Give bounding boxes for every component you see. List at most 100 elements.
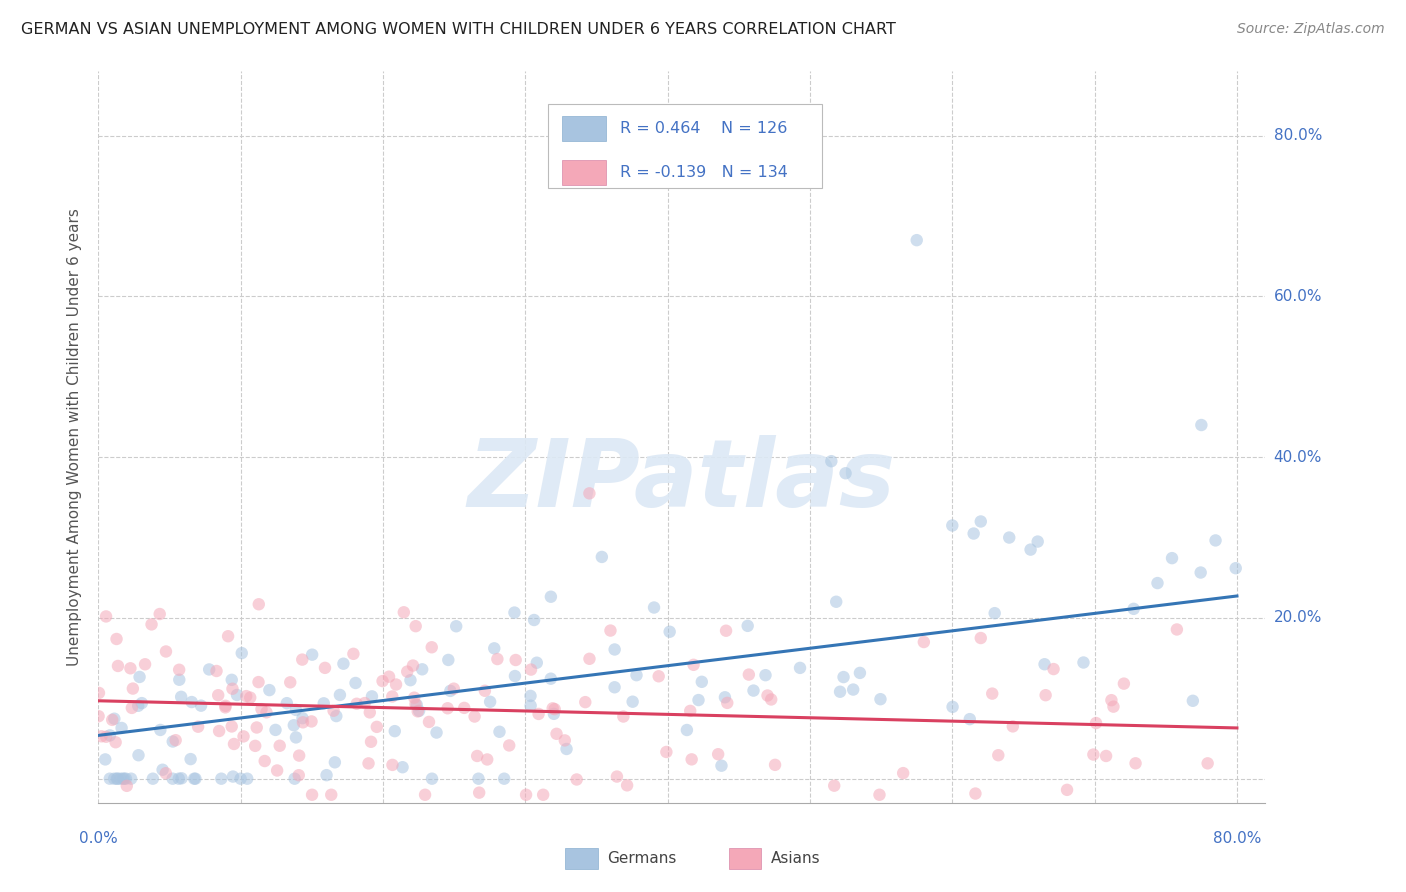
Point	[515, 788, 537, 802]
Point	[167, 772, 190, 786]
Point	[505, 653, 527, 667]
Point	[321, 788, 343, 802]
Point	[503, 669, 526, 683]
Point	[1146, 576, 1168, 591]
Point	[104, 735, 127, 749]
Point	[301, 788, 323, 802]
Point	[98, 728, 121, 742]
Point	[436, 701, 458, 715]
Point	[763, 757, 786, 772]
Point	[235, 689, 257, 703]
Text: ZIPatlas: ZIPatlas	[468, 435, 896, 527]
Point	[626, 668, 648, 682]
Point	[828, 684, 851, 698]
Point	[167, 663, 190, 677]
Point	[190, 698, 212, 713]
Point	[681, 752, 703, 766]
Point	[121, 701, 143, 715]
FancyBboxPatch shape	[728, 848, 761, 869]
Point	[325, 709, 347, 723]
Point	[291, 715, 314, 730]
Point	[603, 680, 626, 694]
Text: 60.0%: 60.0%	[1274, 289, 1322, 304]
Point	[396, 665, 419, 679]
Point	[221, 673, 243, 687]
Point	[332, 657, 354, 671]
Point	[1189, 566, 1212, 580]
Text: 80.0%: 80.0%	[1274, 128, 1322, 143]
Point	[439, 684, 461, 698]
Point	[127, 698, 149, 713]
Point	[208, 724, 231, 739]
Point	[314, 661, 336, 675]
FancyBboxPatch shape	[565, 848, 598, 869]
Point	[291, 652, 314, 666]
Point	[399, 673, 422, 688]
Point	[288, 748, 311, 763]
Text: Asians: Asians	[770, 851, 820, 866]
Point	[603, 642, 626, 657]
Point	[578, 486, 600, 500]
Point	[246, 721, 269, 735]
Point	[329, 688, 352, 702]
Point	[606, 770, 628, 784]
Point	[134, 657, 156, 672]
Point	[301, 714, 323, 729]
Point	[488, 724, 510, 739]
Text: Source: ZipAtlas.com: Source: ZipAtlas.com	[1237, 22, 1385, 37]
Point	[149, 723, 172, 737]
Point	[245, 739, 267, 753]
Point	[391, 760, 413, 774]
Point	[250, 702, 273, 716]
Point	[162, 772, 184, 786]
Point	[1166, 623, 1188, 637]
Point	[384, 724, 406, 739]
Point	[519, 689, 541, 703]
Point	[205, 664, 228, 678]
Point	[315, 768, 337, 782]
Point	[789, 661, 811, 675]
Point	[209, 772, 232, 786]
Point	[1205, 533, 1227, 548]
Point	[1033, 657, 1056, 672]
Point	[256, 706, 278, 720]
Text: Germans: Germans	[607, 851, 676, 866]
Point	[540, 590, 562, 604]
Text: GERMAN VS ASIAN UNEMPLOYMENT AMONG WOMEN WITH CHILDREN UNDER 6 YEARS CORRELATION: GERMAN VS ASIAN UNEMPLOYMENT AMONG WOMEN…	[21, 22, 896, 37]
Point	[385, 677, 408, 691]
Text: 40.0%: 40.0%	[1274, 450, 1322, 465]
Point	[688, 693, 710, 707]
Point	[714, 690, 737, 705]
Point	[152, 763, 174, 777]
Point	[420, 640, 443, 655]
Point	[1197, 756, 1219, 771]
Point	[453, 701, 475, 715]
Point	[1102, 699, 1125, 714]
Point	[987, 748, 1010, 763]
Point	[214, 700, 236, 714]
FancyBboxPatch shape	[562, 160, 606, 185]
Point	[359, 706, 381, 720]
Point	[94, 609, 117, 624]
Point	[425, 725, 447, 739]
FancyBboxPatch shape	[562, 116, 606, 141]
Point	[484, 641, 506, 656]
Point	[155, 644, 177, 658]
Point	[170, 690, 193, 704]
Point	[676, 723, 699, 737]
Point	[162, 734, 184, 748]
Point	[574, 695, 596, 709]
Point	[107, 772, 129, 786]
Point	[983, 606, 1005, 620]
Point	[546, 727, 568, 741]
Point	[142, 772, 165, 786]
Point	[183, 772, 205, 786]
Point	[443, 681, 465, 696]
Point	[437, 653, 460, 667]
Point	[103, 712, 125, 726]
Point	[970, 515, 993, 529]
FancyBboxPatch shape	[548, 104, 823, 188]
Point	[360, 735, 382, 749]
Point	[405, 697, 427, 711]
Point	[408, 704, 430, 718]
